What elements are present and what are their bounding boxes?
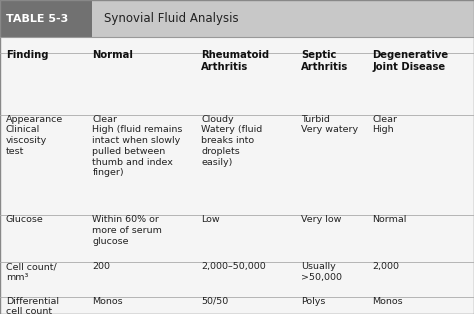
Text: Very low: Very low xyxy=(301,215,341,224)
Text: 200: 200 xyxy=(92,262,110,271)
Text: Monos: Monos xyxy=(92,297,123,306)
Text: 50/50: 50/50 xyxy=(201,297,228,306)
Text: Turbid
Very watery: Turbid Very watery xyxy=(301,115,358,134)
Text: Rheumatoid
Arthritis: Rheumatoid Arthritis xyxy=(201,50,270,72)
Text: Finding: Finding xyxy=(6,50,48,60)
Text: Cloudy
Watery (fluid
breaks into
droplets
easily): Cloudy Watery (fluid breaks into droplet… xyxy=(201,115,263,167)
Text: Septic
Arthritis: Septic Arthritis xyxy=(301,50,348,72)
Text: Normal: Normal xyxy=(92,50,133,60)
Text: 2,000: 2,000 xyxy=(372,262,399,271)
Bar xyxy=(0,0,474,37)
Text: Usually
>50,000: Usually >50,000 xyxy=(301,262,342,282)
Text: Within 60% or
more of serum
glucose: Within 60% or more of serum glucose xyxy=(92,215,162,246)
Text: Low: Low xyxy=(201,215,220,224)
Text: Clear
High: Clear High xyxy=(372,115,397,134)
Text: Synovial Fluid Analysis: Synovial Fluid Analysis xyxy=(104,12,239,25)
Bar xyxy=(0,0,92,37)
Text: Polys: Polys xyxy=(301,297,325,306)
Text: Glucose: Glucose xyxy=(6,215,44,224)
Text: Differential
cell count: Differential cell count xyxy=(6,297,59,314)
Text: Clear
High (fluid remains
intact when slowly
pulled between
thumb and index
fing: Clear High (fluid remains intact when sl… xyxy=(92,115,183,177)
Text: TABLE 5-3: TABLE 5-3 xyxy=(6,14,68,24)
Text: Cell count/
mm³: Cell count/ mm³ xyxy=(6,262,56,282)
Text: Degenerative
Joint Disease: Degenerative Joint Disease xyxy=(372,50,448,72)
Text: Monos: Monos xyxy=(372,297,403,306)
Text: 2,000–50,000: 2,000–50,000 xyxy=(201,262,266,271)
Text: Normal: Normal xyxy=(372,215,407,224)
Text: Appearance
Clinical
viscosity
test: Appearance Clinical viscosity test xyxy=(6,115,63,156)
